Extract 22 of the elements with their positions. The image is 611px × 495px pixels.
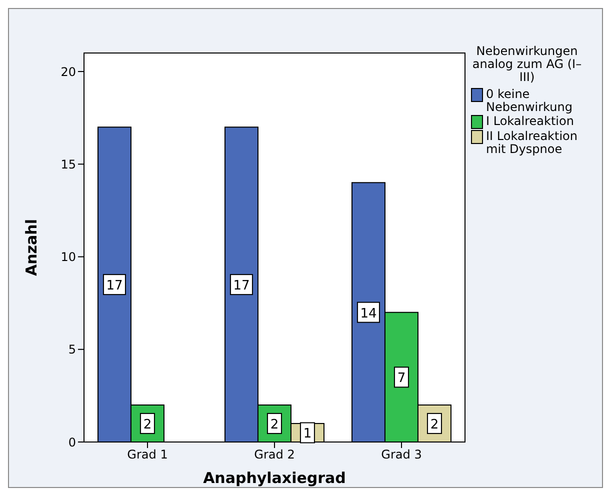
data-label: 17 bbox=[106, 278, 123, 294]
data-label: 14 bbox=[360, 306, 377, 322]
y-tick-label: 20 bbox=[60, 64, 76, 79]
y-tick-label: 5 bbox=[68, 342, 76, 357]
data-label: 7 bbox=[397, 371, 406, 386]
x-tick-label: Grad 3 bbox=[381, 448, 422, 462]
legend-label: II Lokalreaktion mit Dyspnoe bbox=[486, 129, 578, 156]
data-label: 2 bbox=[430, 417, 439, 432]
legend-label: I Lokalreaktion bbox=[486, 114, 574, 128]
y-tick-label: 0 bbox=[68, 435, 76, 450]
data-label: 2 bbox=[270, 417, 279, 432]
legend-label: 0 keine Nebenwirkung bbox=[486, 87, 574, 114]
x-tick-label: Grad 2 bbox=[254, 448, 295, 462]
data-label: 2 bbox=[143, 417, 152, 432]
data-label: 1 bbox=[303, 426, 312, 442]
x-tick-label: Grad 1 bbox=[127, 448, 168, 462]
legend-title: Nebenwirkungen analog zum AG (I–III) bbox=[471, 44, 583, 84]
y-axis-title: Anzahl bbox=[22, 219, 40, 276]
x-axis-title: Anaphylaxiegrad bbox=[203, 469, 346, 487]
y-tick-label: 10 bbox=[60, 250, 76, 264]
y-tick-label: 15 bbox=[60, 157, 76, 172]
data-label: 17 bbox=[233, 278, 250, 294]
